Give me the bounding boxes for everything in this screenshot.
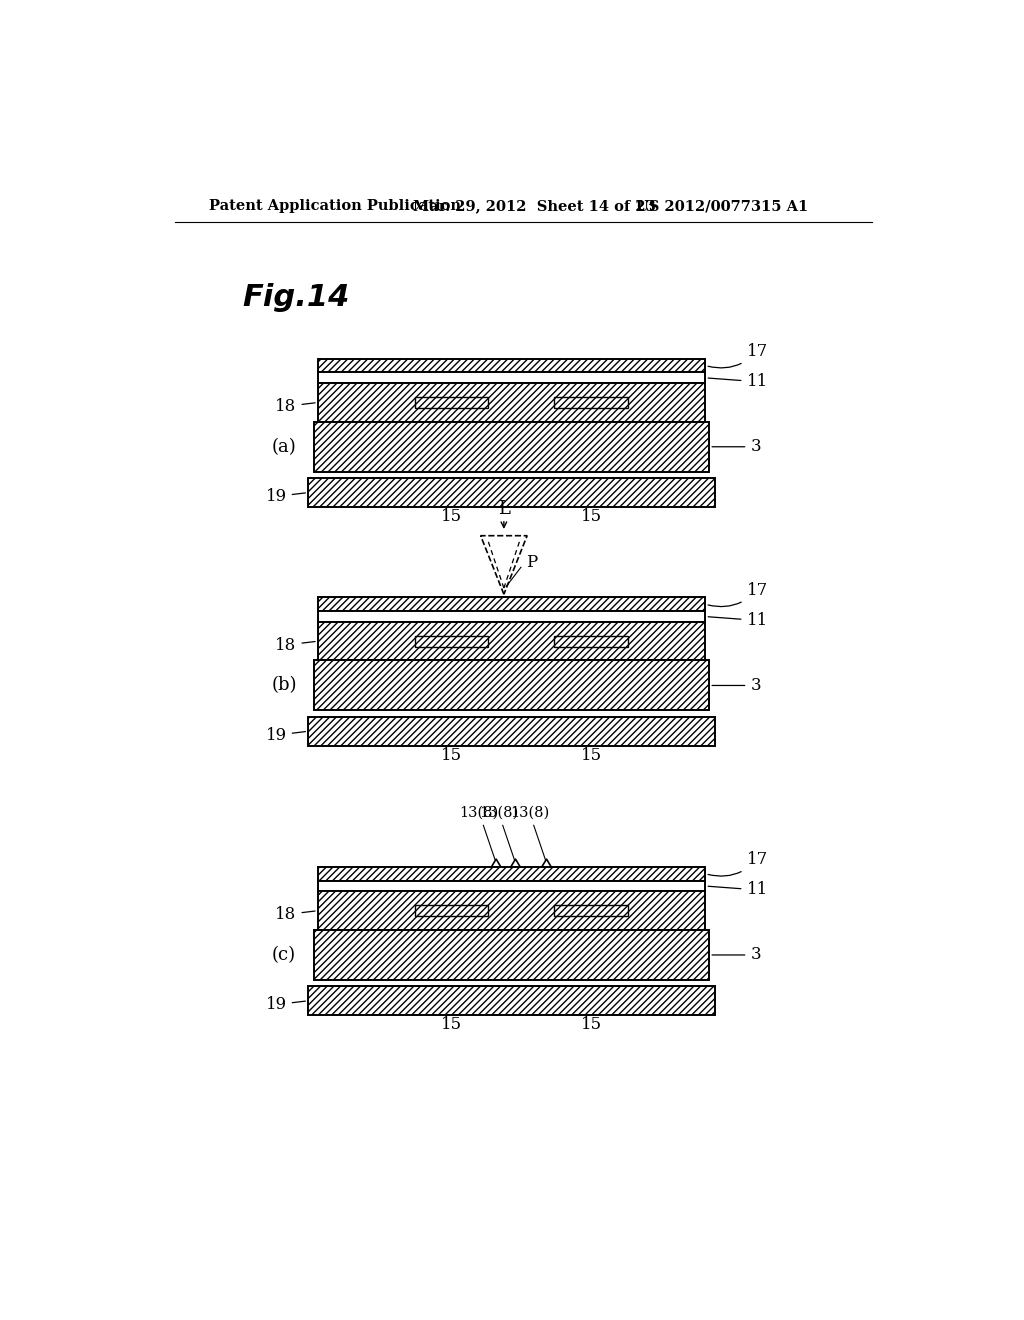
Text: 13(8): 13(8): [510, 805, 549, 861]
Text: 3: 3: [712, 438, 761, 455]
Text: 19: 19: [265, 997, 305, 1014]
Text: Fig.14: Fig.14: [243, 282, 350, 312]
Text: 11: 11: [709, 374, 768, 391]
Bar: [317, 359, 706, 372]
Bar: [317, 891, 706, 929]
Bar: [308, 717, 715, 746]
Bar: [308, 986, 715, 1015]
Text: 18: 18: [275, 906, 315, 923]
Text: Mar. 29, 2012  Sheet 14 of 23: Mar. 29, 2012 Sheet 14 of 23: [414, 199, 656, 213]
Text: 19: 19: [265, 726, 305, 743]
Bar: [317, 372, 706, 383]
Text: US 2012/0077315 A1: US 2012/0077315 A1: [636, 199, 808, 213]
Text: (a): (a): [271, 438, 296, 455]
Text: (b): (b): [271, 676, 297, 694]
Polygon shape: [480, 536, 527, 594]
Text: 17: 17: [708, 343, 768, 368]
Text: P: P: [525, 554, 537, 572]
Bar: [308, 478, 715, 507]
Text: 15: 15: [441, 747, 462, 764]
Text: 15: 15: [441, 508, 462, 525]
Text: 17: 17: [708, 582, 768, 607]
Bar: [317, 867, 706, 880]
Text: 11: 11: [709, 612, 768, 628]
Text: Patent Application Publication: Patent Application Publication: [209, 199, 462, 213]
Text: 15: 15: [581, 1016, 602, 1034]
Text: 3: 3: [712, 946, 761, 964]
Text: 15: 15: [441, 1016, 462, 1034]
Text: 19: 19: [265, 488, 305, 506]
Bar: [317, 383, 706, 422]
Bar: [554, 397, 628, 408]
Bar: [314, 660, 710, 710]
Text: L: L: [498, 500, 510, 519]
Text: 15: 15: [581, 747, 602, 764]
Text: 13(8): 13(8): [479, 805, 518, 861]
Bar: [317, 622, 706, 660]
Bar: [415, 636, 488, 647]
Text: 17: 17: [708, 851, 768, 876]
Text: (c): (c): [271, 946, 296, 964]
Bar: [415, 906, 488, 916]
Bar: [554, 906, 628, 916]
Text: 18: 18: [275, 636, 315, 653]
Bar: [314, 929, 710, 979]
Text: 11: 11: [709, 882, 768, 899]
Bar: [554, 636, 628, 647]
Bar: [415, 397, 488, 408]
Text: 18: 18: [275, 397, 315, 414]
Text: 15: 15: [581, 508, 602, 525]
Bar: [317, 597, 706, 611]
Text: 3: 3: [712, 677, 761, 694]
Bar: [317, 880, 706, 891]
Text: 13(8): 13(8): [460, 805, 499, 861]
Bar: [314, 422, 710, 471]
Bar: [317, 611, 706, 622]
